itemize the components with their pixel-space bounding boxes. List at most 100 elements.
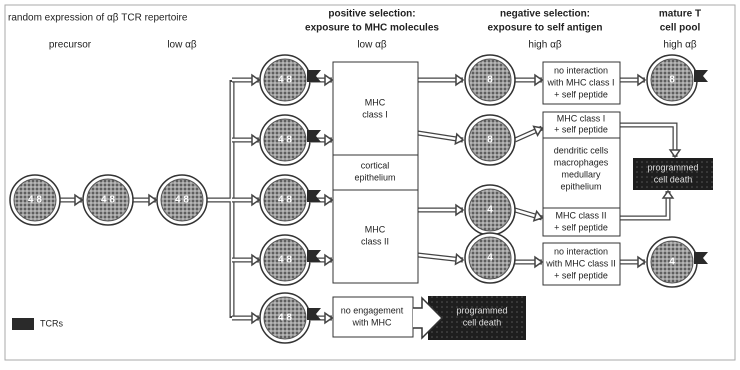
column-title: low αβ	[167, 40, 197, 51]
cell-label: 4 8	[175, 195, 189, 206]
arrow-head	[251, 253, 261, 267]
tcr	[307, 308, 321, 320]
mhc-box	[332, 61, 419, 284]
arrow-head	[324, 193, 334, 207]
no-engagement-box	[332, 296, 414, 338]
box-text: dendritic cells	[554, 145, 609, 155]
box-text: MHC	[365, 97, 386, 107]
box-text: macrophages	[554, 157, 609, 167]
box-text: + self peptide	[554, 124, 608, 134]
arrow-head	[454, 252, 465, 266]
cell	[468, 236, 512, 280]
column-title: negative selection:	[500, 9, 590, 20]
column-subtitle: high αβ	[528, 40, 561, 51]
cell	[468, 58, 512, 102]
cell-label: 4 8	[278, 195, 292, 206]
tcr	[307, 70, 321, 82]
box-text: no interaction	[554, 65, 608, 75]
column-subtitle: high αβ	[663, 40, 696, 51]
box	[542, 61, 621, 105]
cell	[468, 188, 512, 232]
cell-label: 4 8	[101, 195, 115, 206]
arrow-head	[532, 125, 544, 137]
tcr	[307, 250, 321, 262]
cell	[468, 118, 512, 162]
cell	[263, 238, 307, 282]
arrow-head	[534, 73, 544, 87]
cell-label: 8	[669, 75, 675, 86]
cell-label: 4 8	[278, 313, 292, 324]
box-text: with MHC class II	[545, 258, 616, 268]
box-text: epithelium	[354, 172, 395, 182]
column-title: cell pool	[660, 23, 701, 34]
box-text: class I	[362, 109, 388, 119]
box-text: MHC class II	[555, 210, 606, 220]
tcr	[307, 130, 321, 142]
death-text: programmed	[456, 305, 507, 315]
arrow	[620, 191, 671, 221]
arrow-head	[661, 189, 675, 199]
cell	[263, 178, 307, 222]
arrow-head	[251, 73, 261, 87]
arrow	[413, 296, 444, 340]
arrow-head	[324, 253, 334, 267]
arrow-head	[74, 193, 84, 207]
box	[542, 242, 621, 286]
cell	[263, 118, 307, 162]
arrow	[620, 122, 678, 157]
cell-label: 8	[487, 75, 493, 86]
cell	[86, 178, 130, 222]
cell-label: 4	[487, 205, 493, 216]
column-title: exposure to MHC molecules	[305, 23, 439, 34]
cell	[650, 240, 694, 284]
box-text: no engagement	[341, 305, 404, 315]
cell-label: 4 8	[278, 255, 292, 266]
arrow-head	[532, 209, 544, 222]
legend-label: TCRs	[40, 318, 63, 328]
arrow-head	[637, 73, 647, 87]
legend-swatch	[12, 318, 34, 330]
cell	[263, 58, 307, 102]
death-text: cell death	[654, 174, 693, 184]
box	[542, 111, 621, 237]
box-text: MHC class I	[557, 113, 606, 123]
arrow-head	[637, 255, 647, 269]
cell-label: 4	[487, 253, 493, 264]
tcr	[307, 190, 321, 202]
cell-label: 4 8	[278, 135, 292, 146]
column-title: exposure to self antigen	[487, 23, 602, 34]
cell	[650, 58, 694, 102]
tcr	[694, 70, 708, 82]
arrow-head	[455, 203, 465, 217]
arrow-head	[148, 193, 158, 207]
cell	[263, 296, 307, 340]
frame	[4, 4, 736, 361]
arrow-head	[455, 73, 465, 87]
arrow-head	[324, 133, 334, 147]
arrow-head	[324, 311, 334, 325]
box-text: medullary	[561, 169, 601, 179]
cell	[160, 178, 204, 222]
cells: 4 8 4 8 4 8 4 8 4 8 4 8 4 8 4 8 8 8 4 4 8 4	[9, 54, 708, 344]
cell-label: 4 8	[278, 75, 292, 86]
cell	[13, 178, 57, 222]
arrow-head	[534, 255, 544, 269]
box-text: no interaction	[554, 246, 608, 256]
box-text: + self peptide	[554, 89, 608, 99]
arrow-head	[251, 311, 261, 325]
arrow-head	[668, 149, 682, 159]
column-title: precursor	[49, 40, 92, 51]
box-text: MHC	[365, 224, 386, 234]
cell-label: 4	[669, 257, 675, 268]
death-box	[428, 296, 526, 340]
arrow-inner	[620, 123, 677, 157]
column-title: positive selection:	[328, 9, 415, 20]
box-text: with MHC class I	[546, 77, 614, 87]
arrow-inner	[620, 191, 670, 220]
box-text: cortical	[361, 160, 390, 170]
cell-label: 8	[487, 135, 493, 146]
tcr	[694, 252, 708, 264]
box-text: class II	[361, 236, 389, 246]
branch-inner	[207, 82, 234, 316]
box-text: epithelium	[560, 181, 601, 191]
